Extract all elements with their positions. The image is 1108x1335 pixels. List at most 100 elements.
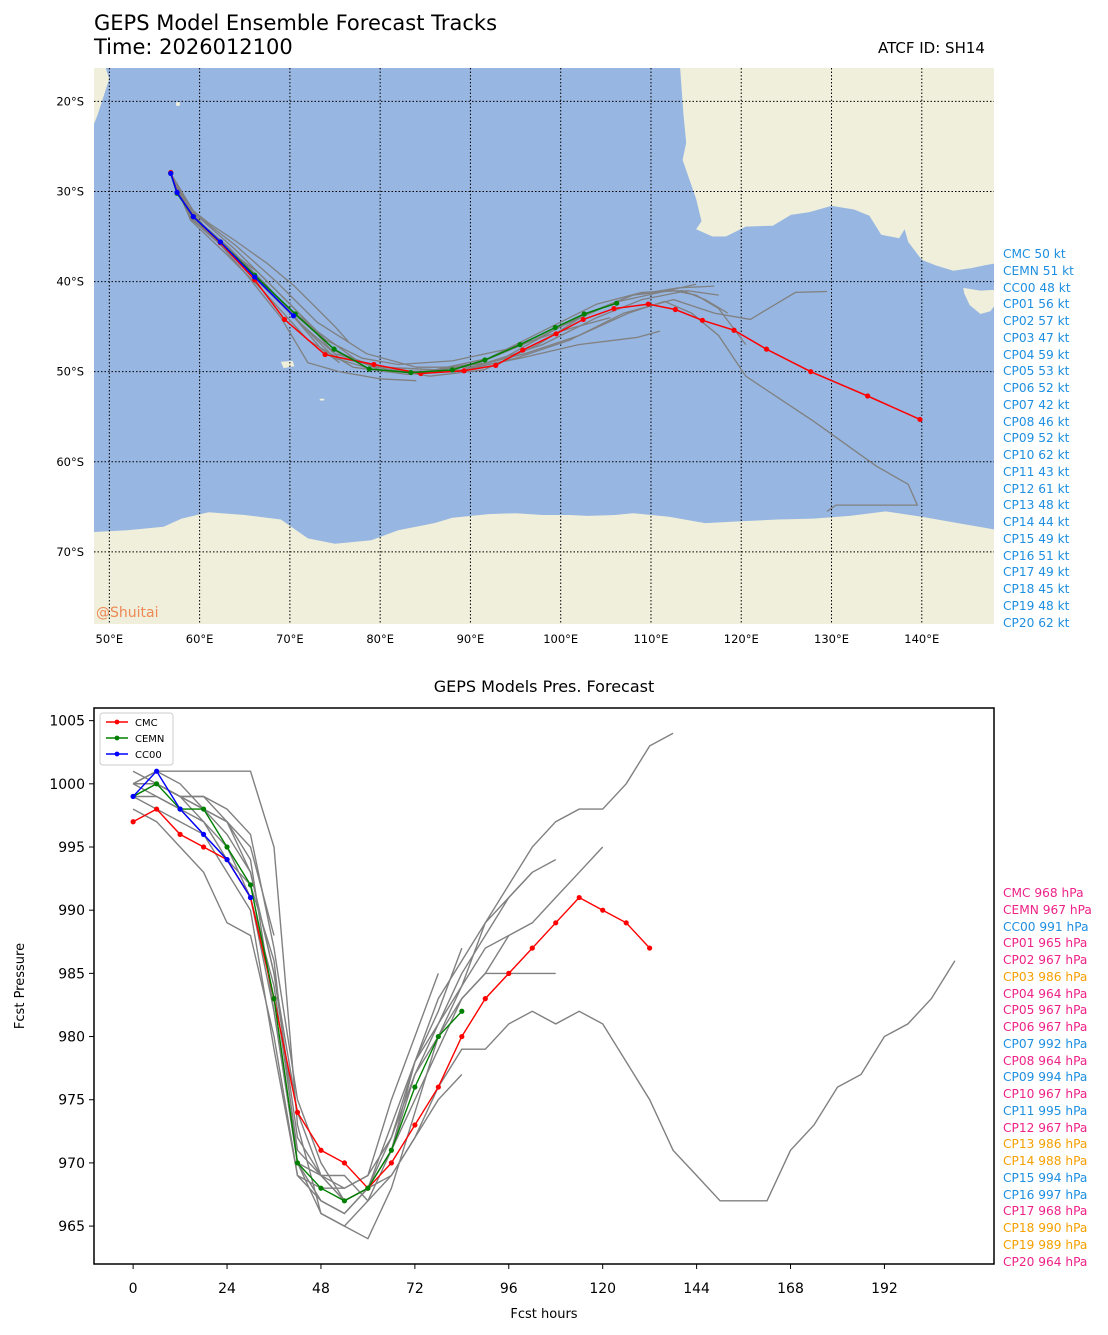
wind-label: CP17 49 kt bbox=[1003, 565, 1070, 580]
track-point-cc00 bbox=[217, 239, 223, 245]
wind-label: CP02 57 kt bbox=[1003, 314, 1070, 328]
track-point-cmc bbox=[731, 327, 737, 333]
pressure-label: CC00 991 hPa bbox=[1003, 919, 1089, 934]
pressure-point-cmc bbox=[294, 1109, 301, 1115]
y-tick-label: 965 bbox=[58, 1219, 85, 1235]
pressure-label: CEMN 967 hPa bbox=[1003, 902, 1092, 917]
pressure-point-cc00 bbox=[154, 768, 160, 774]
wind-label-list: CMC 50 kt CEMN 51 kt CC00 48 kt CP01 56 kt C… bbox=[1003, 246, 1074, 631]
y-tick-label: 985 bbox=[58, 966, 85, 982]
track-point-cmc bbox=[461, 368, 467, 374]
track-point-cmc bbox=[580, 316, 586, 323]
track-point-cemn bbox=[366, 366, 372, 372]
pressure-point-cmc bbox=[459, 1033, 465, 1040]
track-point-cemn bbox=[449, 367, 455, 373]
pressure-point-cemn bbox=[294, 1160, 301, 1166]
pressure-label: CP02 967 hPa bbox=[1003, 953, 1088, 967]
lat-tick-label: 40°S bbox=[56, 275, 84, 289]
y-tick-label: 980 bbox=[58, 1030, 85, 1046]
track-point-cmc bbox=[808, 369, 814, 375]
track-point-cmc bbox=[672, 306, 678, 313]
wind-label: CP01 56 kt bbox=[1003, 297, 1070, 312]
lon-tick-label: 120°E bbox=[724, 632, 759, 646]
pressure-point-cemn bbox=[365, 1185, 371, 1191]
lon-tick-label: 130°E bbox=[814, 632, 849, 646]
wind-label: CP04 59 kt bbox=[1003, 347, 1070, 362]
pressure-label: CP20 964 hPa bbox=[1003, 1254, 1088, 1269]
x-tick-label: 48 bbox=[312, 1281, 330, 1297]
wind-label: CP16 51 kt bbox=[1003, 548, 1070, 563]
wind-label: CP14 44 kt bbox=[1003, 515, 1070, 529]
pressure-lines bbox=[130, 732, 956, 1240]
legend: CMC CEMN CC00 bbox=[99, 712, 174, 766]
pressure-label: CP08 964 hPa bbox=[1003, 1053, 1088, 1068]
pressure-point-cc00 bbox=[177, 806, 183, 812]
y-tick-label: 990 bbox=[58, 903, 85, 919]
map-layers bbox=[94, 68, 994, 624]
legend-marker bbox=[114, 751, 120, 757]
track-point-cmc bbox=[520, 347, 526, 353]
pressure-point-cmc bbox=[482, 996, 488, 1002]
track-layer bbox=[168, 169, 923, 512]
watermark: @Shuitai bbox=[96, 605, 158, 621]
x-tick-label: 168 bbox=[777, 1281, 804, 1297]
lon-tick-label: 110°E bbox=[633, 632, 668, 646]
pressure-line-cc00 bbox=[132, 770, 252, 898]
track-point-cmc bbox=[763, 346, 770, 352]
pressure-point-cmc bbox=[318, 1147, 324, 1153]
lon-tick-label: 60°E bbox=[186, 632, 214, 646]
y-tick-label: 975 bbox=[58, 1093, 85, 1109]
pressure-point-cmc bbox=[154, 806, 160, 812]
legend-label: CEMN bbox=[135, 734, 164, 745]
pressure-label: CP13 986 hPa bbox=[1003, 1137, 1088, 1152]
track-point-cemn bbox=[517, 342, 523, 348]
pressure-point-cemn bbox=[224, 844, 230, 850]
x-tick-label: 144 bbox=[683, 1281, 710, 1297]
pressure-label: CP19 989 hPa bbox=[1003, 1237, 1088, 1252]
lon-tick-label: 50°E bbox=[96, 632, 124, 646]
pressure-point-cc00 bbox=[200, 831, 207, 837]
track-point-cemn bbox=[552, 324, 558, 331]
wind-label: CP03 47 kt bbox=[1003, 330, 1070, 345]
pressure-label: CP01 965 hPa bbox=[1003, 936, 1088, 951]
pressure-label: CP14 988 hPa bbox=[1003, 1154, 1088, 1168]
lon-tick-label: 70°E bbox=[276, 632, 304, 646]
track-point-cmc bbox=[553, 331, 559, 337]
wind-label: CP06 52 kt bbox=[1003, 381, 1070, 395]
lat-tick-label: 20°S bbox=[56, 94, 84, 108]
x-tick-label: 120 bbox=[589, 1281, 616, 1297]
wind-label: CP09 52 kt bbox=[1003, 431, 1070, 446]
y-tick-label: 1005 bbox=[49, 714, 85, 730]
x-tick-label: 24 bbox=[218, 1281, 236, 1297]
track-point-cc00 bbox=[252, 274, 258, 280]
pressure-point-cemn bbox=[435, 1033, 441, 1040]
pressure-label: CP07 992 hPa bbox=[1003, 1036, 1088, 1051]
pressure-point-cemn bbox=[412, 1084, 418, 1090]
pressure-point-cemn bbox=[154, 781, 160, 787]
atcf-id: ATCF ID: SH14 bbox=[878, 39, 985, 57]
pressure-point-cmc bbox=[341, 1160, 348, 1166]
kerguelen-island bbox=[280, 360, 295, 369]
track-point-cemn bbox=[331, 346, 337, 352]
y-tick-label: 970 bbox=[58, 1156, 85, 1172]
pressure-label-list: CMC 968 hPa CEMN 967 hPa CC00 991 hPa CP01 … bbox=[1003, 885, 1092, 1270]
pressure-point-cmc bbox=[177, 831, 183, 837]
track-point-cmc bbox=[645, 301, 651, 307]
pressure-label: CP16 997 hPa bbox=[1003, 1187, 1088, 1202]
track-point-cc00 bbox=[190, 214, 196, 220]
pressure-point-cemn bbox=[341, 1198, 348, 1204]
pressure-label: CP09 994 hPa bbox=[1003, 1070, 1088, 1085]
lon-tick-label: 90°E bbox=[457, 632, 485, 646]
x-tick-label: 0 bbox=[129, 1281, 138, 1297]
legend-label: CC00 bbox=[135, 750, 162, 761]
pressure-point-cemn bbox=[200, 806, 207, 812]
track-point-cc00 bbox=[290, 313, 297, 319]
pressure-line-member bbox=[133, 783, 533, 1227]
track-point-cmc bbox=[371, 361, 377, 368]
map-gridlines bbox=[94, 68, 994, 624]
pressure-point-cmc bbox=[529, 945, 535, 951]
lat-tick-label: 50°S bbox=[56, 365, 84, 379]
lat-tick-label: 30°S bbox=[56, 184, 84, 198]
map-title: GEPS Model Ensemble Forecast Tracks bbox=[94, 11, 498, 35]
legend-marker bbox=[114, 735, 120, 741]
